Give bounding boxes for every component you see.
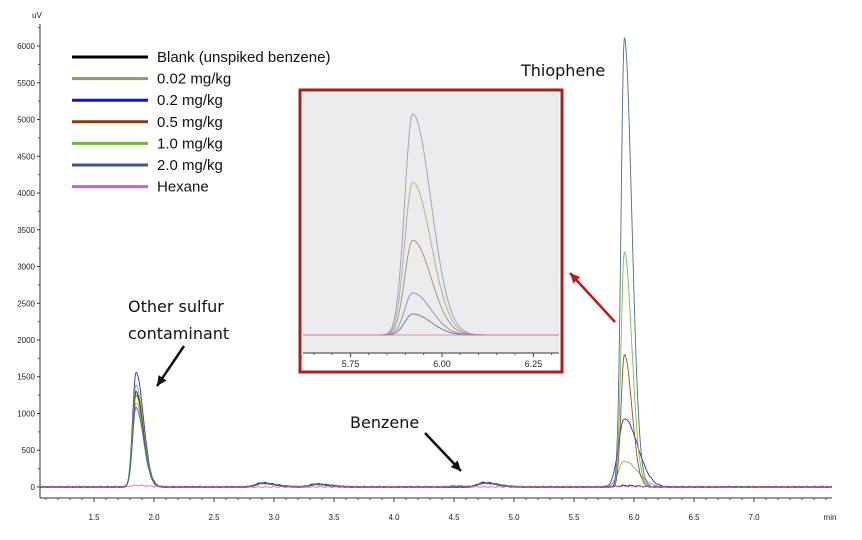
legend-entry: 1.0 mg/kg [157, 135, 223, 152]
legend-entry: 0.5 mg/kg [157, 114, 223, 131]
axes: 0 500 1000 1500 2000 2500 3000 3500 4000 4500 5000… [17, 11, 836, 522]
annotation-benzene: Benzene [350, 413, 419, 432]
x-tick-label: 7.0 [748, 513, 760, 522]
y-tick-label: 1000 [17, 409, 35, 418]
arrow-zoom-head [570, 273, 581, 284]
legend-entry: 0.2 mg/kg [157, 92, 223, 109]
y-tick-label: 3000 [17, 263, 35, 272]
x-tick-label: 3.0 [268, 513, 280, 522]
y-tick-label: 2500 [17, 299, 35, 308]
x-tick-label: 2.0 [148, 513, 160, 522]
y-unit-label: uV [32, 11, 42, 20]
arrow-zoom [569, 272, 616, 323]
x-unit-label: min [824, 513, 837, 522]
legend-entry: Blank (unspiked benzene) [157, 49, 330, 66]
y-tick-label: 5000 [17, 116, 35, 125]
x-tick-label: 1.5 [88, 513, 100, 522]
annotation-thiophene: Thiophene [520, 61, 605, 80]
y-tick-label: 4000 [17, 189, 35, 198]
y-tick-label: 2000 [17, 336, 35, 345]
y-tick-label: 6000 [17, 42, 35, 51]
y-tick-label: 500 [22, 446, 36, 455]
y-tick-label: 5500 [17, 79, 35, 88]
y-tick-label: 4500 [17, 152, 35, 161]
arrow-other-sulfur-head [157, 375, 167, 386]
x-tick-label: 3.5 [328, 513, 340, 522]
x-tick-label: 4.5 [448, 513, 460, 522]
y-tick-label: 0 [31, 483, 36, 492]
inset-x-tick-label: 5.75 [342, 359, 360, 369]
series-line [39, 390, 833, 489]
annotations: Thiophene Other sulfur contaminant Benzene [128, 61, 616, 472]
zoom-inset: 5.75 6.00 6.25 [298, 88, 564, 374]
inset-plot-bg [303, 93, 559, 353]
inset-x-tick-label: 6.00 [433, 359, 451, 369]
x-tick-label: 5.0 [508, 513, 520, 522]
annotation-other-sulfur-line2: contaminant [128, 324, 229, 343]
legend: Blank (unspiked benzene) 0.02 mg/kg 0.2 mg… [72, 49, 330, 196]
inset-x-tick-label: 6.25 [525, 359, 543, 369]
series-lines [39, 36, 833, 489]
legend-entry: 0.02 mg/kg [157, 71, 231, 88]
x-tick-label: 6.5 [688, 513, 700, 522]
y-tick-label: 3500 [17, 226, 35, 235]
legend-entry: Hexane [157, 179, 209, 196]
arrow-benzene-head [450, 460, 461, 471]
series-line [39, 484, 833, 489]
x-tick-label: 2.5 [208, 513, 220, 522]
x-tick-label: 4.0 [388, 513, 400, 522]
series-line [39, 371, 833, 489]
x-tick-label: 5.5 [568, 513, 580, 522]
legend-entry: 2.0 mg/kg [157, 157, 223, 174]
y-tick-label: 1500 [17, 373, 35, 382]
annotation-other-sulfur-line1: Other sulfur [128, 297, 224, 316]
x-tick-label: 6.0 [628, 513, 640, 522]
series-line [39, 354, 833, 489]
